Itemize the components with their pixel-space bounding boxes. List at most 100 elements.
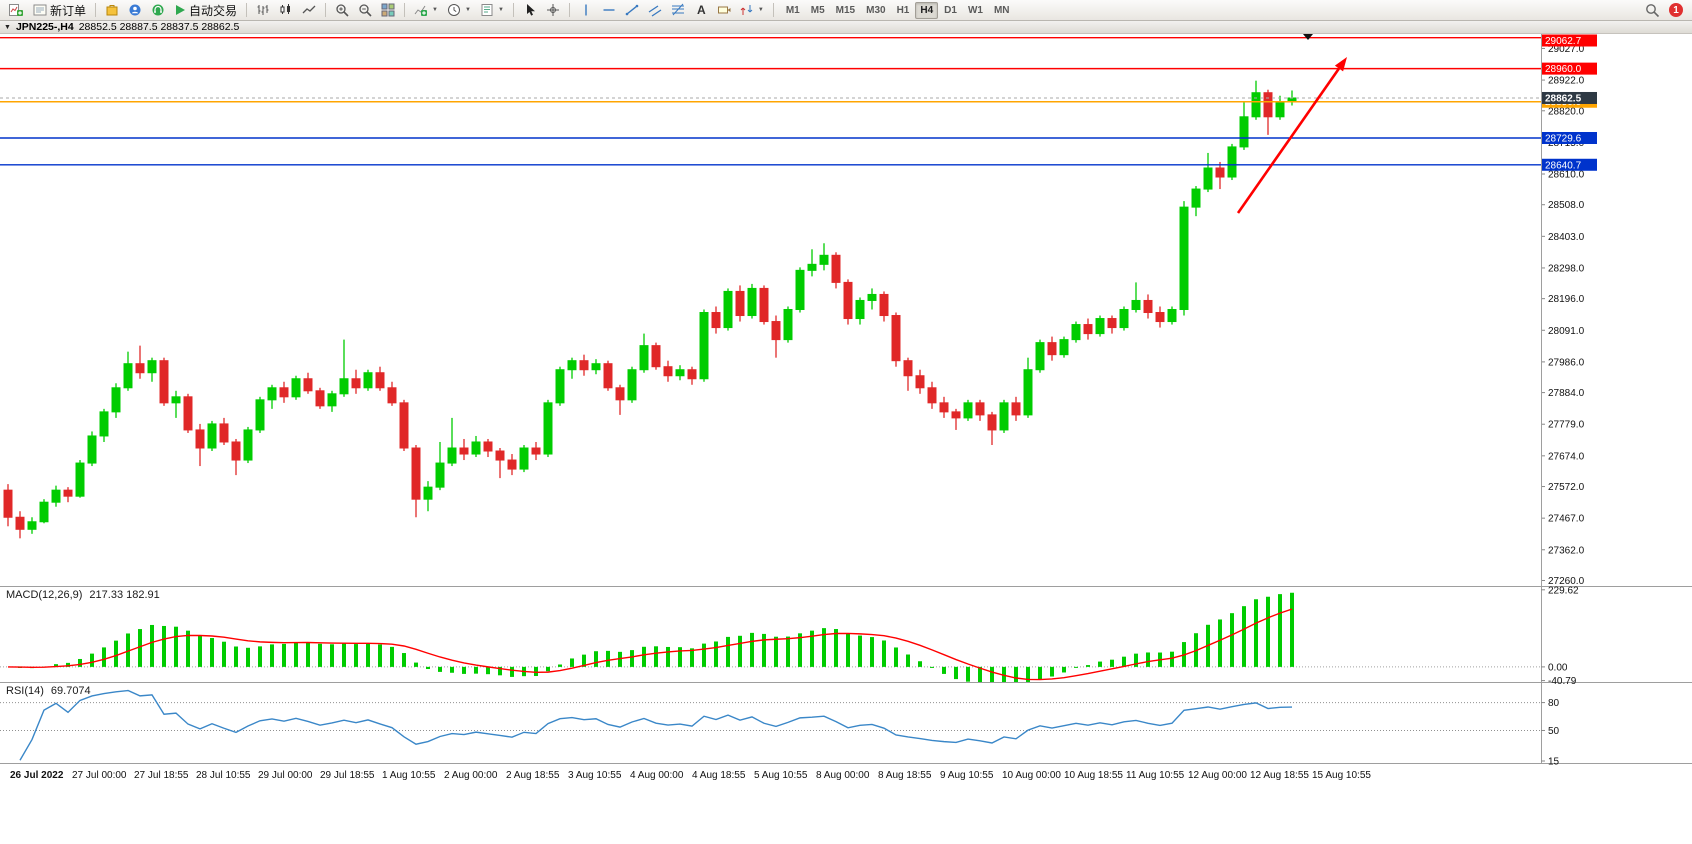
signals-button[interactable]	[147, 1, 169, 19]
periods-button[interactable]: ▼	[443, 1, 475, 19]
timeframe-d1[interactable]: D1	[944, 4, 957, 16]
new-chart-icon	[9, 3, 23, 16]
price-tick-label: 27884.0	[1548, 388, 1585, 399]
timeframe-m30[interactable]: M30	[866, 4, 886, 16]
candle-body	[567, 360, 577, 371]
templates-button[interactable]: ▼	[476, 1, 508, 19]
zoom-in-button[interactable]	[331, 1, 353, 19]
arrows-button[interactable]: ▼	[736, 1, 768, 19]
candle-body	[1167, 309, 1177, 323]
horizontal-line-button[interactable]	[598, 1, 620, 19]
candle-body	[783, 309, 793, 341]
hline-price-box	[1542, 62, 1597, 75]
candle-body	[1083, 324, 1093, 335]
candle-body	[243, 429, 253, 461]
search-button[interactable]	[1641, 1, 1664, 19]
community-button[interactable]	[124, 1, 146, 19]
candle-body	[39, 501, 49, 523]
candle-body	[219, 423, 229, 443]
new-order-button[interactable]: 新订单	[29, 1, 90, 19]
time-tick-label: 4 Aug 00:00	[630, 770, 684, 781]
candle-body	[927, 387, 937, 404]
label-icon	[717, 6, 731, 14]
line-chart-mode-button[interactable]	[298, 1, 320, 19]
candle-body	[195, 429, 205, 449]
candle-body	[903, 360, 913, 377]
price-tick-label: 27572.0	[1548, 482, 1585, 493]
market-button[interactable]	[101, 1, 123, 19]
top-marker-icon	[1303, 34, 1313, 40]
price-chart[interactable]: 29027.028922.028820.028715.028610.028508…	[0, 34, 1692, 844]
vertical-line-button[interactable]	[575, 1, 597, 19]
candle-body	[867, 293, 877, 301]
candle-body	[879, 293, 889, 317]
crosshair-button[interactable]	[542, 1, 564, 19]
time-tick-label: 2 Aug 00:00	[444, 770, 498, 781]
notification-badge[interactable]: 1	[1669, 3, 1683, 17]
price-tick-label: 28820.0	[1548, 106, 1585, 117]
candle-body	[543, 402, 553, 455]
candle-body	[759, 287, 769, 323]
timeframe-h1[interactable]: H1	[896, 4, 910, 16]
time-tick-label: 28 Jul 10:55	[196, 770, 251, 781]
line-chart-icon	[302, 5, 316, 14]
indicators-button[interactable]: ▼	[410, 1, 442, 19]
chart-symbol-title: JPN225-,H4	[15, 21, 74, 33]
candlestick-mode-button[interactable]	[275, 1, 297, 19]
text-button[interactable]: A	[690, 1, 712, 19]
chart-area[interactable]: ▼ JPN225-,H4 28852.5 28887.5 28837.5 288…	[0, 21, 1692, 844]
candle-body	[231, 441, 241, 461]
toolbar-separator	[95, 3, 97, 17]
candle-body	[579, 360, 589, 371]
price-tick-label: 28091.0	[1548, 326, 1585, 337]
toolbar-separator	[568, 3, 570, 17]
price-tick-label: 28196.0	[1548, 294, 1585, 305]
timeframe-m5[interactable]: M5	[810, 4, 825, 16]
candle-body	[735, 290, 745, 317]
candle-body	[51, 489, 61, 503]
time-tick-label: 3 Aug 10:55	[568, 770, 622, 781]
hline-price-box	[1542, 34, 1597, 47]
candle-body	[603, 363, 613, 389]
zoom-out-button[interactable]	[354, 1, 376, 19]
price-tick-label: 28403.0	[1548, 232, 1585, 243]
fibonacci-icon	[671, 3, 684, 16]
bar-chart-mode-button[interactable]	[252, 1, 274, 19]
candle-body	[447, 447, 457, 464]
time-tick-label: 9 Aug 10:55	[940, 770, 994, 781]
autotrading-label: 自动交易	[189, 3, 238, 18]
timeframe-m15[interactable]: M15	[835, 4, 856, 16]
timeframe-h4[interactable]: H4	[915, 1, 939, 19]
candle-body	[147, 360, 157, 374]
autotrading-button[interactable]: 自动交易	[170, 1, 241, 19]
cursor-button[interactable]	[519, 1, 541, 19]
timeframe-w1[interactable]: W1	[967, 4, 983, 16]
candle-body	[63, 489, 73, 497]
candle-body	[987, 414, 997, 431]
candle-body	[963, 402, 973, 419]
community-icon	[129, 4, 141, 16]
zoom-out-icon	[359, 4, 372, 17]
channel-icon	[648, 5, 662, 17]
label-button[interactable]	[713, 1, 735, 19]
timeframe-m1[interactable]: M1	[785, 4, 800, 16]
rsi-line	[19, 689, 1293, 761]
new-chart-button[interactable]	[5, 1, 28, 19]
autotrading-play-icon	[176, 5, 186, 15]
tile-windows-button[interactable]	[377, 1, 399, 19]
window-menu-icon[interactable]: ▼	[4, 23, 11, 31]
trend-arrow-head[interactable]	[1334, 57, 1347, 72]
macd-signal-line	[7, 608, 1293, 681]
trend-arrow-line[interactable]	[1236, 67, 1341, 214]
trendline-button[interactable]	[621, 1, 643, 19]
channel-button[interactable]	[644, 1, 666, 19]
timeframe-mn[interactable]: MN	[993, 4, 1010, 16]
candle-body	[747, 287, 757, 317]
candle-body	[1143, 299, 1153, 314]
fibonacci-button[interactable]	[667, 1, 689, 19]
market-icon	[106, 5, 118, 16]
toolbar-separator	[404, 3, 406, 17]
price-tick-label: 27779.0	[1548, 420, 1585, 431]
time-tick-label: 4 Aug 18:55	[692, 770, 746, 781]
time-tick-label: 29 Jul 18:55	[320, 770, 375, 781]
